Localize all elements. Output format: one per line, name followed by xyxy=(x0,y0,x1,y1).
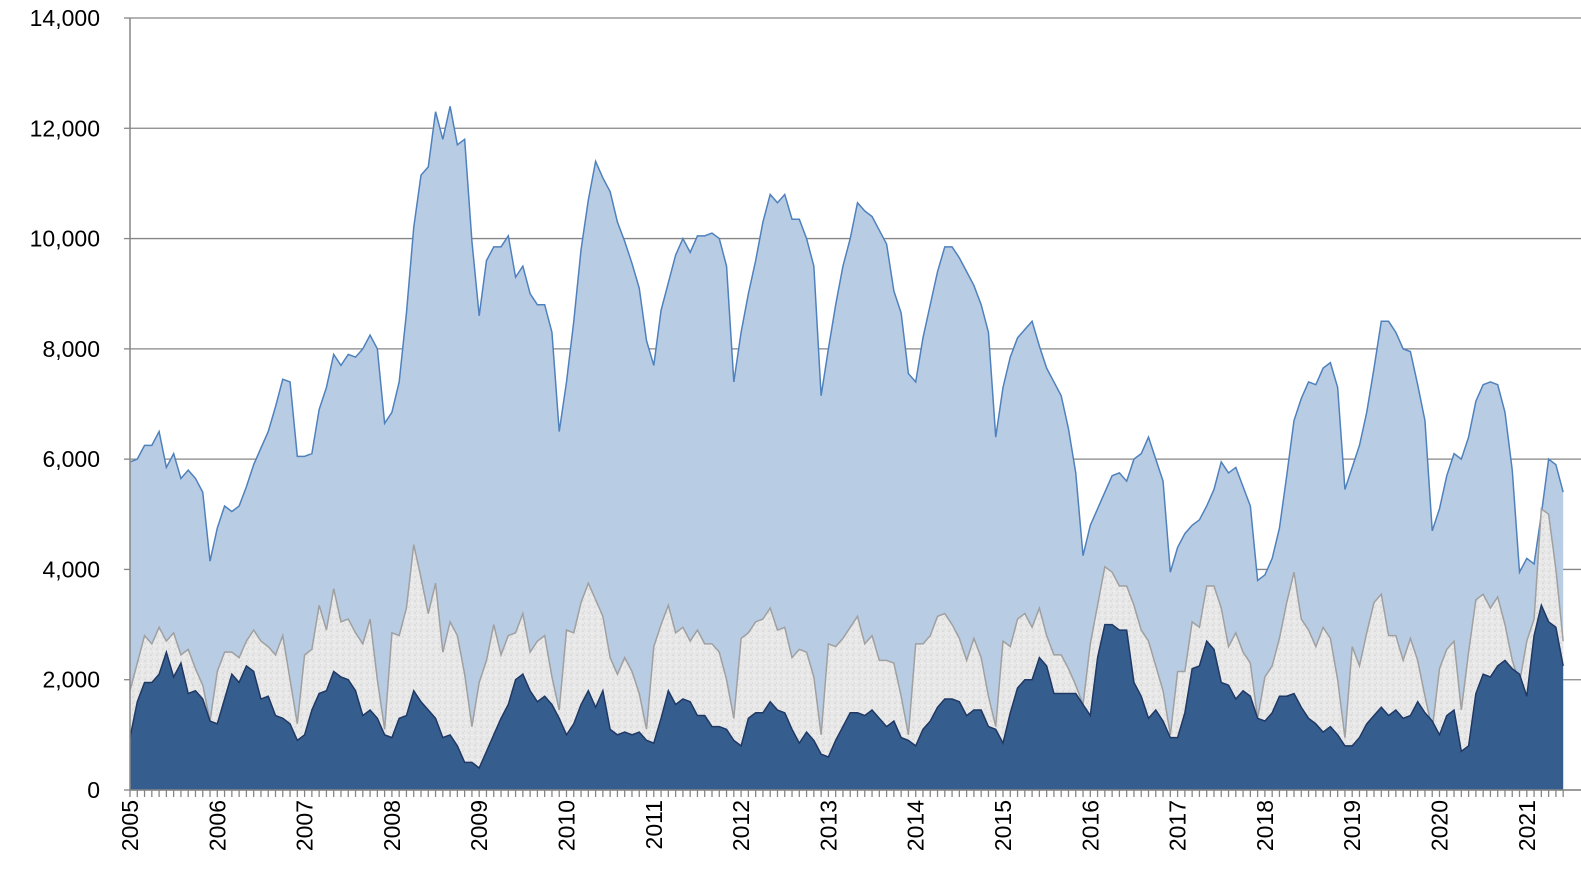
area-outline xyxy=(129,106,1564,582)
area-outline xyxy=(129,507,1564,738)
x-tick-label: 2006 xyxy=(204,800,230,851)
y-tick-label: 8,000 xyxy=(42,336,100,362)
x-tick-label: 2016 xyxy=(1077,800,1103,851)
x-tick-label: 2008 xyxy=(379,800,405,851)
x-tick-label: 2020 xyxy=(1427,800,1453,851)
y-tick-label: 0 xyxy=(87,777,100,803)
y-tick-label: 6,000 xyxy=(42,446,100,472)
y-tick-label: 14,000 xyxy=(30,5,100,31)
x-tick-label: 2021 xyxy=(1514,800,1540,851)
x-tick-label: 2011 xyxy=(641,800,667,849)
x-tick-label: 2013 xyxy=(815,800,841,851)
y-tick-label: 12,000 xyxy=(30,115,100,141)
x-tick-label: 2019 xyxy=(1339,800,1365,851)
x-tick-label: 2015 xyxy=(990,800,1016,851)
x-tick-label: 2018 xyxy=(1252,800,1278,851)
x-tick-label: 2012 xyxy=(728,800,754,851)
x-tick-label: 2014 xyxy=(903,800,929,851)
x-tick-label: 2009 xyxy=(466,800,492,851)
area xyxy=(130,605,1564,790)
y-tick-label: 4,000 xyxy=(42,556,100,582)
x-tick-label: 2010 xyxy=(554,800,580,851)
area-outline xyxy=(129,602,1564,770)
x-tick-label: 2007 xyxy=(292,800,318,851)
x-tick-label: 2017 xyxy=(1165,800,1191,851)
y-tick-label: 10,000 xyxy=(30,226,100,252)
x-tick-label: 2005 xyxy=(117,800,143,851)
y-tick-label: 2,000 xyxy=(42,667,100,693)
